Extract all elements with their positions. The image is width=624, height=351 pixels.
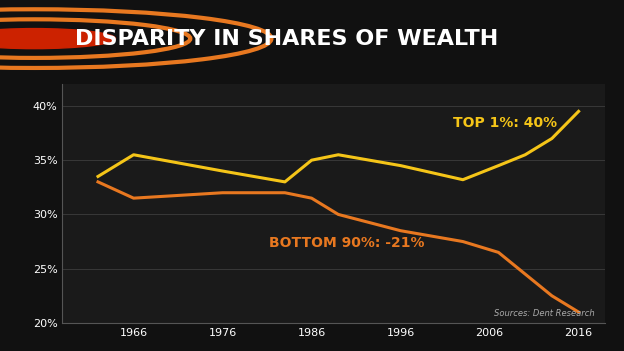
- Text: Sources: Dent Research: Sources: Dent Research: [494, 309, 595, 318]
- Text: TOP 1%: 40%: TOP 1%: 40%: [453, 116, 557, 130]
- Text: DISPARITY IN SHARES OF WEALTH: DISPARITY IN SHARES OF WEALTH: [75, 29, 498, 48]
- Circle shape: [0, 28, 115, 49]
- Text: BOTTOM 90%: -21%: BOTTOM 90%: -21%: [269, 236, 424, 250]
